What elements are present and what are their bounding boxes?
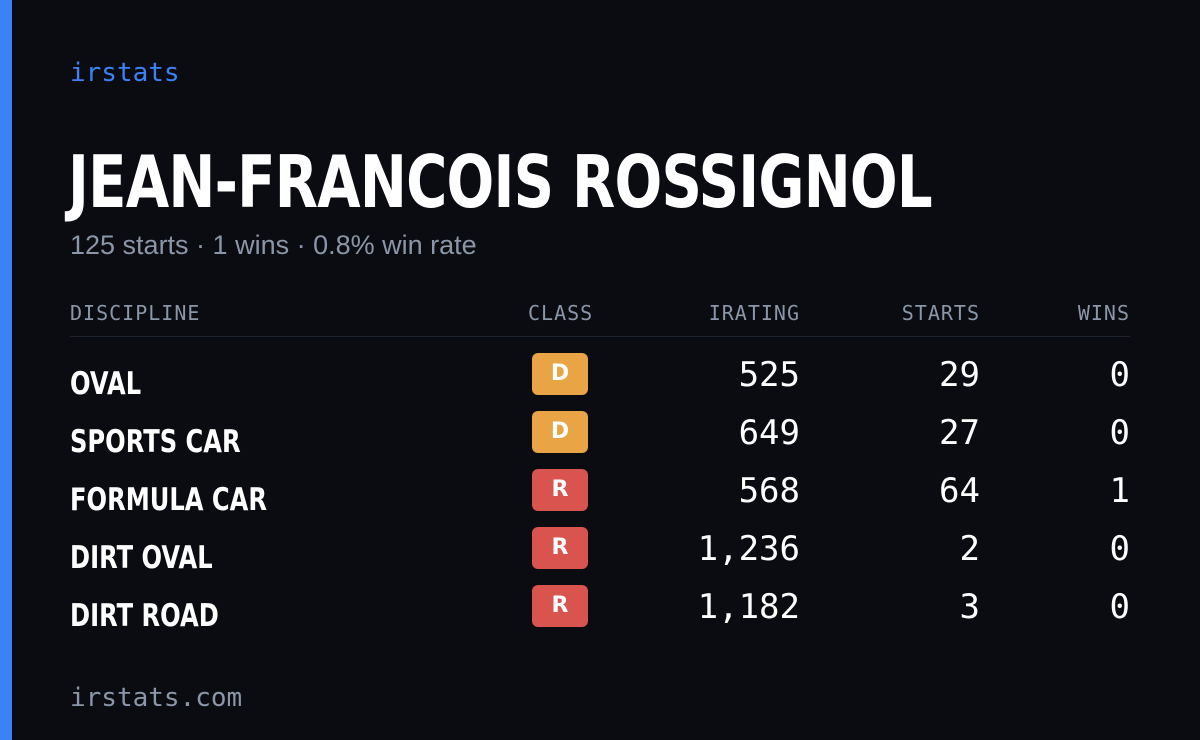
accent-bar [0, 0, 12, 740]
table-row: SPORTS CAR D 649 27 0 [70, 411, 1130, 469]
class-badge: R [532, 585, 588, 627]
discipline-name: DIRT ROAD [70, 598, 219, 634]
header-class: CLASS [528, 301, 594, 325]
irating-value: 1,236 [697, 529, 800, 569]
class-badge: D [532, 353, 588, 395]
wins-value: 0 [1109, 413, 1130, 453]
irating-value: 568 [738, 471, 800, 511]
wins-value: 0 [1109, 587, 1130, 627]
wins-value: 1 [1109, 471, 1130, 511]
discipline-table: DISCIPLINE CLASS IRATING STARTS WINS OVA… [70, 296, 1130, 643]
header-irating: IRATING [708, 301, 800, 325]
header-starts: STARTS [901, 301, 980, 325]
discipline-name: SPORTS CAR [70, 424, 241, 460]
irating-value: 525 [738, 355, 800, 395]
table-header: DISCIPLINE CLASS IRATING STARTS WINS [70, 296, 1130, 337]
header-discipline: DISCIPLINE [70, 301, 201, 325]
table-row: DIRT OVAL R 1,236 2 0 [70, 527, 1130, 585]
table-row: DIRT ROAD R 1,182 3 0 [70, 585, 1130, 643]
starts-value: 29 [939, 355, 980, 395]
brand-logo: irstats [70, 58, 180, 88]
discipline-name: DIRT OVAL [70, 540, 213, 576]
class-badge: R [532, 527, 588, 569]
table-row: FORMULA CAR R 568 64 1 [70, 469, 1130, 527]
wins-value: 0 [1109, 529, 1130, 569]
table-body: OVAL D 525 29 0 SPORTS CAR D 649 27 0 FO… [70, 353, 1130, 643]
wins-value: 0 [1109, 355, 1130, 395]
table-row: OVAL D 525 29 0 [70, 353, 1130, 411]
footer-url: irstats.com [70, 683, 243, 713]
irating-value: 649 [738, 413, 800, 453]
class-badge: D [532, 411, 588, 453]
starts-value: 2 [959, 529, 980, 569]
driver-summary: 125 starts · 1 wins · 0.8% win rate [70, 230, 477, 260]
discipline-name: OVAL [70, 366, 142, 402]
discipline-name: FORMULA CAR [70, 482, 268, 518]
header-wins: WINS [1077, 301, 1130, 325]
starts-value: 64 [939, 471, 980, 511]
starts-value: 3 [959, 587, 980, 627]
driver-name: JEAN-FRANCOIS ROSSIGNOL [68, 140, 933, 224]
class-badge: R [532, 469, 588, 511]
irating-value: 1,182 [697, 587, 800, 627]
starts-value: 27 [939, 413, 980, 453]
